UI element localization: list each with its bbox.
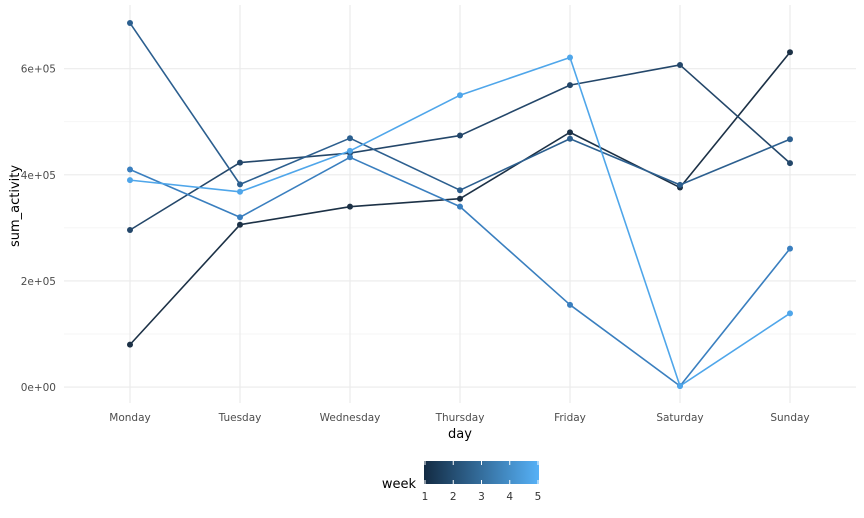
data-point-week-5 — [347, 147, 353, 154]
data-point-week-2 — [677, 61, 683, 68]
data-point-week-3 — [567, 135, 573, 142]
data-points — [127, 20, 793, 390]
grid-lines — [64, 5, 856, 403]
data-point-week-1 — [237, 221, 243, 228]
data-point-week-2 — [567, 82, 573, 89]
data-point-week-4 — [237, 214, 243, 221]
x-axis-title: day — [448, 427, 472, 442]
data-point-week-4 — [347, 154, 353, 161]
data-point-week-4 — [567, 301, 573, 308]
legend-colorbar — [424, 461, 539, 484]
x-tick-label: Tuesday — [218, 412, 262, 424]
legend: week 1 2 3 4 5 — [382, 461, 542, 503]
data-point-week-3 — [677, 181, 683, 188]
data-point-week-5 — [237, 188, 243, 195]
data-point-week-2 — [127, 227, 133, 234]
x-tick-label: Wednesday — [320, 412, 381, 424]
y-tick-label: 0e+00 — [21, 382, 56, 394]
data-point-week-1 — [787, 49, 793, 56]
legend-tick-label: 1 — [422, 491, 429, 503]
data-point-week-5 — [677, 383, 683, 390]
y-tick-label: 4e+05 — [21, 170, 56, 182]
x-tick-label: Saturday — [656, 412, 703, 424]
data-point-week-1 — [457, 195, 463, 202]
data-point-week-2 — [237, 159, 243, 166]
data-point-week-4 — [127, 166, 133, 173]
data-point-week-5 — [457, 92, 463, 99]
legend-tick-label: 5 — [535, 491, 542, 503]
x-tick-label: Thursday — [435, 412, 485, 424]
x-tick-label: Monday — [109, 412, 150, 424]
y-axis-tick-labels: 0e+00 2e+05 4e+05 6e+05 — [21, 64, 56, 394]
data-point-week-4 — [787, 245, 793, 252]
data-point-week-1 — [347, 203, 353, 210]
legend-tick-label: 2 — [450, 491, 457, 503]
y-tick-label: 2e+05 — [21, 276, 56, 288]
data-point-week-5 — [787, 310, 793, 317]
data-point-week-3 — [347, 135, 353, 142]
data-point-week-4 — [457, 203, 463, 210]
x-axis-tick-labels: Monday Tuesday Wednesday Thursday Friday Satu… — [109, 412, 809, 424]
data-point-week-5 — [127, 177, 133, 184]
legend-tick-label: 3 — [478, 491, 485, 503]
data-point-week-3 — [237, 181, 243, 188]
data-point-week-2 — [457, 132, 463, 139]
legend-ticks: 1 2 3 4 5 — [422, 461, 542, 503]
legend-tick-label: 4 — [506, 491, 513, 503]
data-point-week-1 — [127, 341, 133, 348]
data-point-week-3 — [127, 20, 133, 27]
data-point-week-1 — [567, 129, 573, 136]
data-point-week-3 — [787, 136, 793, 143]
x-tick-label: Sunday — [770, 412, 809, 424]
data-point-week-2 — [787, 160, 793, 167]
legend-title: week — [382, 477, 417, 492]
data-point-week-3 — [457, 187, 463, 194]
x-tick-label: Friday — [554, 412, 586, 424]
y-axis-title: sum_activity — [8, 165, 23, 247]
y-tick-label: 6e+05 — [21, 64, 56, 76]
data-point-week-5 — [567, 54, 573, 61]
